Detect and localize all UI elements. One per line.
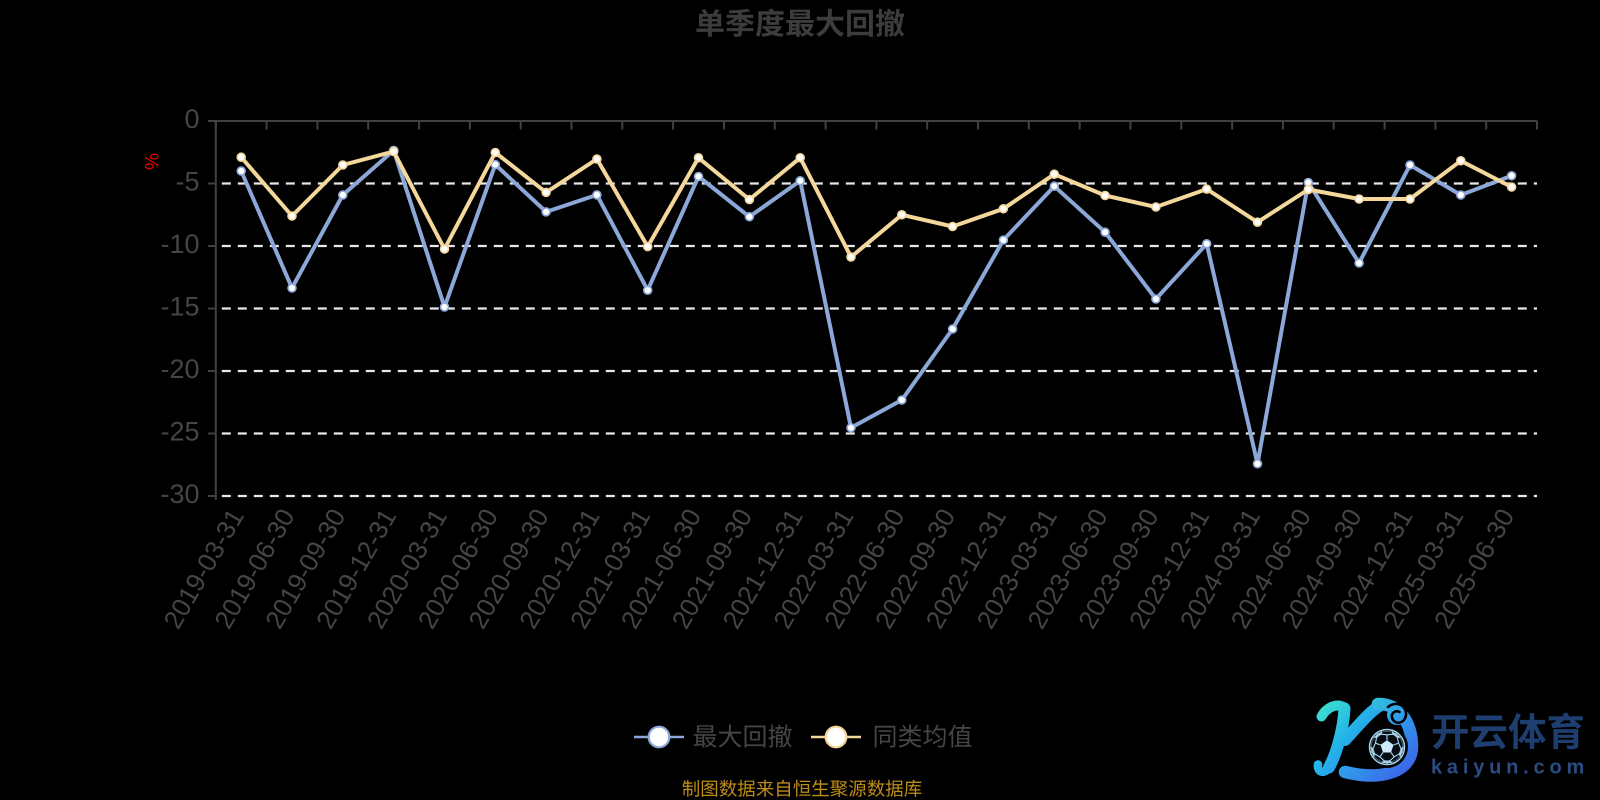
svg-text:0: 0 <box>184 104 199 134</box>
svg-text:%: % <box>140 153 161 170</box>
svg-text:-30: -30 <box>160 479 199 509</box>
svg-text:kaiyun.com: kaiyun.com <box>1431 757 1589 779</box>
svg-text:-25: -25 <box>160 417 199 447</box>
svg-text:-5: -5 <box>175 167 199 197</box>
svg-text:-20: -20 <box>160 354 199 384</box>
svg-text:-15: -15 <box>160 292 199 322</box>
svg-text:-10: -10 <box>160 229 199 259</box>
